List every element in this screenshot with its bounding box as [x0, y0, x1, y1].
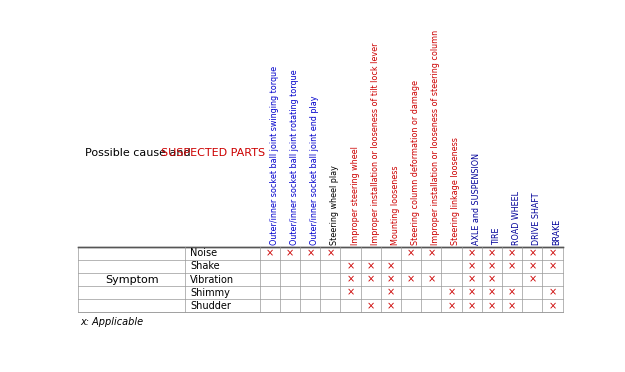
Text: TIRE: TIRE [492, 228, 501, 245]
Text: Mounting looseness: Mounting looseness [391, 166, 400, 245]
Text: ×: × [367, 262, 375, 271]
Text: ROAD WHEEL: ROAD WHEEL [512, 191, 521, 245]
Text: ×: × [548, 288, 556, 298]
Text: ×: × [407, 248, 415, 258]
Text: ×: × [488, 275, 496, 285]
Text: Improper steering wheel: Improper steering wheel [351, 146, 359, 245]
Text: ×: × [488, 301, 496, 311]
Text: Possible cause and: Possible cause and [86, 148, 194, 158]
Text: ×: × [407, 275, 415, 285]
Text: ×: × [387, 301, 395, 311]
Text: ×: × [428, 248, 436, 258]
Text: ×: × [528, 275, 536, 285]
Text: ×: × [468, 262, 476, 271]
Text: Outer/inner socket ball joint swinging torque: Outer/inner socket ball joint swinging t… [270, 66, 279, 245]
Text: Shake: Shake [190, 262, 220, 271]
Text: ×: × [448, 288, 456, 298]
Text: ×: × [387, 262, 395, 271]
Text: ×: × [488, 248, 496, 258]
Text: ×: × [448, 301, 456, 311]
Text: Symptom: Symptom [105, 275, 159, 285]
Text: x: Applicable: x: Applicable [81, 317, 144, 327]
Text: ×: × [528, 262, 536, 271]
Text: ×: × [508, 288, 516, 298]
Text: ×: × [387, 275, 395, 285]
Text: Vibration: Vibration [190, 275, 234, 285]
Text: Shudder: Shudder [190, 301, 231, 311]
Text: Improper installation or looseness of steering column: Improper installation or looseness of st… [431, 30, 441, 245]
Text: ×: × [548, 248, 556, 258]
Text: ×: × [548, 262, 556, 271]
Text: ×: × [508, 248, 516, 258]
Text: ×: × [346, 288, 354, 298]
Text: ×: × [367, 275, 375, 285]
Text: SUSPECTED PARTS: SUSPECTED PARTS [161, 148, 265, 158]
Text: ×: × [468, 288, 476, 298]
Text: Noise: Noise [190, 248, 218, 258]
Text: Steering linkage looseness: Steering linkage looseness [451, 137, 461, 245]
Text: ×: × [548, 301, 556, 311]
Text: ×: × [306, 248, 314, 258]
Text: DRIVE SHAFT: DRIVE SHAFT [532, 193, 541, 245]
Text: ×: × [468, 301, 476, 311]
Text: ×: × [468, 275, 476, 285]
Text: ×: × [428, 275, 436, 285]
Text: ×: × [266, 248, 274, 258]
Text: Steering wheel play: Steering wheel play [331, 165, 339, 245]
Text: ×: × [508, 301, 516, 311]
Text: ×: × [346, 262, 354, 271]
Text: ×: × [528, 248, 536, 258]
Text: Improper installation or looseness of tilt lock lever: Improper installation or looseness of ti… [371, 43, 380, 245]
Text: ×: × [367, 301, 375, 311]
Text: ×: × [346, 275, 354, 285]
Text: ×: × [488, 288, 496, 298]
Text: AXLE and SUSPENSION: AXLE and SUSPENSION [472, 153, 481, 245]
Text: Outer/inner socket ball joint rotating torque: Outer/inner socket ball joint rotating t… [290, 70, 299, 245]
Text: ×: × [468, 248, 476, 258]
Text: ×: × [508, 262, 516, 271]
Text: ×: × [387, 288, 395, 298]
Text: BRAKE: BRAKE [552, 219, 561, 245]
Text: Steering column deformation or damage: Steering column deformation or damage [411, 80, 420, 245]
Text: Outer/inner socket ball joint end play: Outer/inner socket ball joint end play [310, 96, 319, 245]
Text: ×: × [326, 248, 334, 258]
Text: ×: × [488, 262, 496, 271]
Text: Shimmy: Shimmy [190, 288, 230, 298]
Text: ×: × [286, 248, 294, 258]
